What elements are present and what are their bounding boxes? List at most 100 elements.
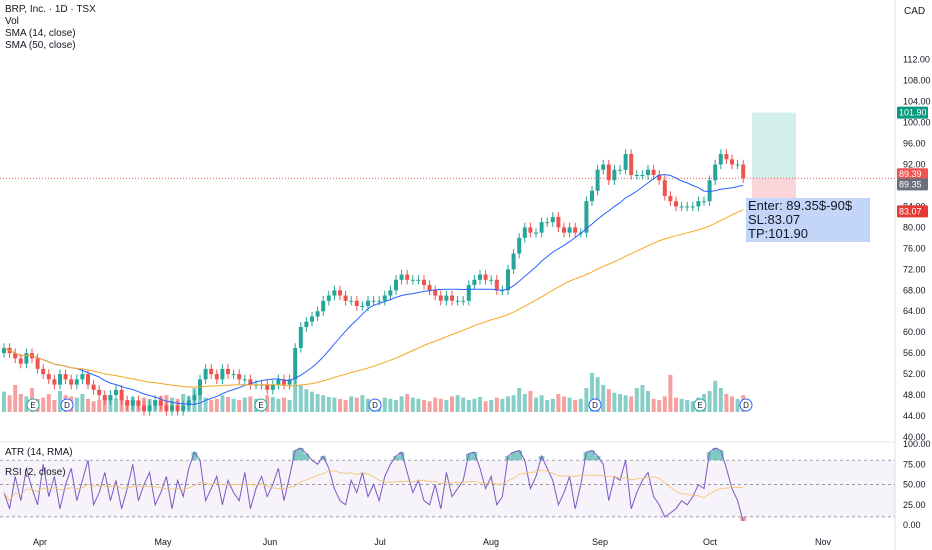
price-tick-label: 96.00 [903,139,926,149]
legend-atr[interactable]: ATR (14, RMA) [5,447,73,458]
volume-bar [444,400,449,412]
candle-body [735,164,740,166]
candle-body [696,201,701,207]
volume-bar [394,400,398,412]
candle-body [718,154,723,165]
volume-bar [382,397,387,412]
candle-body [528,227,533,233]
candle-body [343,295,348,301]
candle-body [114,389,118,396]
note-tp: TP:101.90 [748,226,808,241]
candle-body [545,222,550,224]
candle-body [556,216,561,228]
candle-body [562,227,566,233]
candle-body [444,295,449,301]
volume-bar [416,398,421,412]
time-tick-label: Jun [263,537,278,547]
candle-body [209,368,214,375]
volume-bar [578,398,583,412]
candle-body [606,164,611,181]
candle-body [13,353,18,359]
volume-bar [679,398,684,412]
time-tick-label: May [154,537,172,547]
candle-body [366,300,370,306]
candle-body [91,384,96,390]
price-tick-label: 92.00 [903,160,926,170]
volume-bar [489,400,494,412]
volume-bar [276,398,281,412]
volume-bar [270,397,275,412]
rsi-tick-label: 50.00 [903,480,926,490]
volume-bar [360,395,365,412]
candle-body [214,374,219,380]
volume-bar [522,394,527,412]
time-tick-label: Aug [483,537,499,547]
candle-body [623,154,628,170]
candle-body [52,379,57,385]
sma50-line [3,209,744,388]
candle-body [231,374,236,376]
volume-bar [91,401,96,412]
candle-body [332,290,337,296]
candle-body [730,159,734,165]
volume-bar [562,396,566,412]
legend-sma50[interactable]: SMA (50, close) [5,40,76,51]
time-tick-label: Oct [703,537,718,547]
volume-bar [326,397,331,412]
price-tick-label: 68.00 [903,285,926,295]
event-marker-label: E [30,401,35,410]
legend-rsi[interactable]: RSI (2, close) [5,467,66,478]
volume-bar [2,391,6,412]
rsi-overbought-fill [712,448,718,461]
volume-bar [114,398,118,412]
event-marker-label: D [372,401,378,410]
candle-body [282,379,286,385]
volume-bar [685,400,690,412]
candle-body [550,216,555,223]
rsi-overbought-fill [589,450,595,461]
price-label-text: 83.07 [899,206,922,216]
candle-body [690,206,695,208]
event-marker-label: D [64,401,70,410]
volume-bar [226,397,230,412]
volume-bar [550,398,555,412]
trade-note: Enter: 89.35$-90$ SL:83.07 TP:101.90 [746,198,870,242]
price-label-box [897,178,928,191]
volume-bar [399,396,404,412]
volume-bar [315,394,320,412]
candle-body [41,368,46,375]
rsi-ma-line [3,469,744,502]
rsi-overbought-fill [466,453,472,461]
candle-body [293,347,298,380]
volume-bar [74,397,79,412]
volume-bar [657,400,662,412]
volume-bar [298,385,303,412]
target-zone [752,112,796,179]
candle-body [724,154,729,160]
candle-body [147,405,152,411]
candle-body [108,395,113,401]
candle-body [483,274,488,280]
volume-bar [321,395,326,412]
chart-title: BRP, Inc. · 1D · TSX [5,4,96,15]
candle-body [192,395,197,401]
candle-body [511,253,516,270]
candle-body [349,300,354,302]
price-label-box [897,168,928,181]
volume-bar [584,388,589,412]
rsi-overbought-fill [303,453,310,461]
volume-bar [13,385,18,412]
volume-bar [461,397,466,412]
price-tick-label: 100.00 [903,118,931,128]
legend-vol[interactable]: Vol [5,16,19,27]
price-tick-label: 64.00 [903,306,926,316]
rsi-band [0,460,895,517]
legend-sma14[interactable]: SMA (14, close) [5,28,76,39]
volume-bar [718,388,723,412]
volume-bar [203,397,208,412]
candle-body [360,306,365,307]
candle-body [573,227,578,233]
volume-bar [237,400,242,412]
currency-label[interactable]: CAD [904,6,926,17]
